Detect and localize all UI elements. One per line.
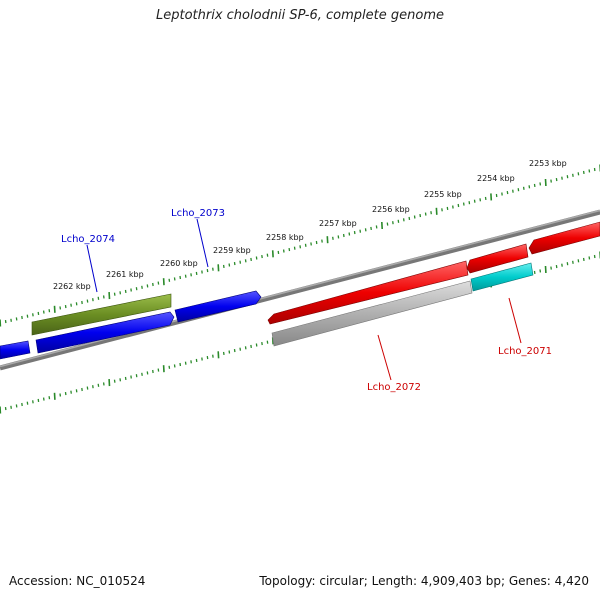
gene-lcho-2071-red[interactable] (466, 243, 529, 274)
genome-backbone (0, 209, 600, 371)
kbp-label-group: 2253 kbp 2254 kbp 2255 kbp 2256 kbp 2257… (53, 159, 567, 291)
gene-label-leaders (86, 218, 522, 381)
kbp-label-2260: 2260 kbp (160, 259, 198, 268)
kbp-label-2254: 2254 kbp (477, 174, 515, 183)
map-title: Leptothrix cholodnii SP-6, complete geno… (156, 8, 444, 23)
kbp-label-2257: 2257 kbp (319, 219, 357, 228)
gene-lcho-2075-blue[interactable] (0, 340, 31, 360)
outer-tick-row (0, 164, 600, 327)
gene-lcho-2070-red[interactable] (528, 221, 600, 255)
kbp-label-2261: 2261 kbp (106, 270, 144, 279)
kbp-label-2258: 2258 kbp (266, 233, 304, 242)
gene-label-lcho-2071[interactable]: Lcho_2071 (498, 346, 552, 357)
gene-lcho-2072-red[interactable] (267, 260, 469, 325)
leader-lcho-2071 (508, 297, 522, 344)
gene-label-lcho-2074[interactable]: Lcho_2074 (61, 234, 115, 245)
gene-label-lcho-2073[interactable]: Lcho_2073 (171, 208, 225, 219)
leader-lcho-2074 (86, 244, 98, 293)
forward-strand-genes (0, 290, 262, 360)
gene-lcho-2071-cyan[interactable] (470, 262, 534, 292)
reverse-strand-genes (267, 221, 600, 347)
gene-lcho-2073-blue[interactable] (174, 290, 262, 323)
leader-lcho-2073 (196, 218, 209, 268)
kbp-label-2255: 2255 kbp (424, 190, 462, 199)
kbp-label-2253: 2253 kbp (529, 159, 567, 168)
gene-lcho-2074-blue[interactable] (35, 311, 175, 354)
gene-label-group: Lcho_2074 Lcho_2073 Lcho_2072 Lcho_2071 (61, 208, 552, 393)
gene-lcho-2074-olive[interactable] (31, 293, 172, 336)
kbp-label-2256: 2256 kbp (372, 205, 410, 214)
kbp-label-2259: 2259 kbp (213, 246, 251, 255)
kbp-label-2262: 2262 kbp (53, 282, 91, 291)
genome-backbone-highlight (0, 209, 600, 368)
gene-lcho-2072-grey[interactable] (271, 280, 473, 347)
gene-label-lcho-2072[interactable]: Lcho_2072 (367, 382, 421, 393)
accession-text: Accession: NC_010524 (9, 574, 146, 588)
leader-lcho-2072 (377, 334, 392, 381)
genome-summary-text: Topology: circular; Length: 4,909,403 bp… (259, 574, 589, 588)
